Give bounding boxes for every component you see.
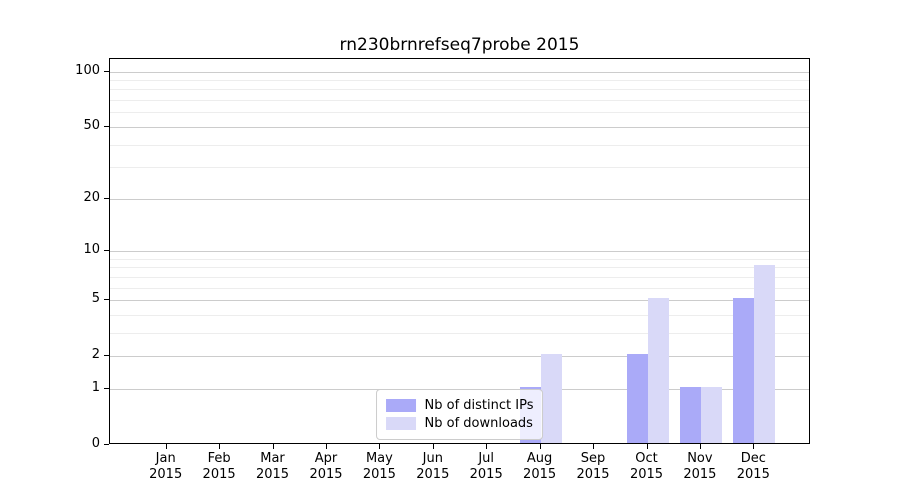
x-tick-label-line: 2015 bbox=[576, 467, 610, 482]
legend-label-downloads: Nb of downloads bbox=[424, 416, 533, 431]
y-tick-mark bbox=[104, 70, 109, 72]
gridline-minor bbox=[110, 314, 809, 316]
gridline-major bbox=[110, 300, 809, 301]
gridline-minor bbox=[110, 80, 809, 81]
x-tick-mark bbox=[219, 444, 221, 449]
legend-entry-distinct-ips: Nb of distinct IPs bbox=[385, 398, 534, 413]
gridline-major bbox=[110, 71, 809, 73]
bar-downloads bbox=[754, 265, 776, 443]
x-tick-label-line: 2015 bbox=[683, 467, 717, 482]
bar-distinct-ips bbox=[626, 354, 648, 443]
x-tick-label-line: Jan bbox=[155, 451, 176, 466]
x-tick-mark bbox=[593, 444, 594, 449]
y-tick-label: 1 bbox=[91, 379, 100, 395]
x-tick-mark bbox=[379, 444, 381, 449]
y-tick-mark bbox=[104, 197, 109, 199]
x-tick-label-line: 2015 bbox=[523, 467, 557, 482]
x-tick-label: Apr 2015 bbox=[296, 451, 356, 483]
x-tick-label-line: Oct bbox=[635, 451, 658, 466]
legend-swatch-downloads bbox=[385, 417, 416, 430]
x-tick-label-line: 2015 bbox=[416, 467, 450, 482]
y-tick-mark bbox=[104, 250, 109, 251]
gridline-minor bbox=[110, 258, 809, 260]
x-tick-label-line: Aug bbox=[526, 451, 553, 466]
gridline-minor bbox=[110, 287, 809, 289]
x-tick-label-line: Nov bbox=[687, 451, 713, 466]
x-tick-label-line: Feb bbox=[207, 451, 231, 466]
gridline-minor bbox=[110, 112, 809, 114]
legend: Nb of distinct IPs Nb of downloads bbox=[375, 389, 544, 440]
x-tick-label: Dec 2015 bbox=[723, 451, 783, 483]
x-tick-mark bbox=[699, 444, 701, 449]
chart-title: rn230brnrefseq7probe 2015 bbox=[339, 35, 580, 55]
x-tick-label-line: 2015 bbox=[255, 467, 290, 482]
x-tick-mark bbox=[326, 444, 327, 449]
x-tick-label-line: Jul bbox=[478, 451, 495, 466]
y-tick-label: 0 bbox=[91, 436, 100, 451]
x-tick-label-line: 2015 bbox=[629, 467, 664, 482]
y-tick-label: 100 bbox=[75, 62, 100, 78]
x-tick-mark bbox=[753, 444, 755, 449]
x-tick-label-line: 2015 bbox=[736, 467, 770, 482]
bar-distinct-ips bbox=[679, 386, 701, 443]
x-tick-label: Nov 2015 bbox=[670, 451, 730, 483]
legend-entry-downloads: Nb of downloads bbox=[385, 416, 534, 431]
x-tick-label: May 2015 bbox=[349, 451, 409, 483]
x-tick-label-line: 2015 bbox=[469, 467, 503, 482]
gridline-major bbox=[110, 356, 809, 358]
x-tick-label-line: Jun bbox=[422, 451, 443, 466]
x-tick-label-line: Mar bbox=[260, 451, 285, 466]
x-tick-label-line: 2015 bbox=[202, 467, 236, 482]
x-tick-label-line: 2015 bbox=[309, 467, 343, 482]
x-tick-label: Sep 2015 bbox=[563, 451, 623, 483]
y-tick-mark bbox=[104, 444, 109, 445]
y-tick-mark bbox=[104, 355, 109, 357]
gridline-minor bbox=[110, 89, 809, 91]
x-tick-label: Feb 2015 bbox=[189, 451, 249, 483]
gridline-minor bbox=[110, 332, 809, 334]
x-tick-label: Mar 2015 bbox=[243, 451, 303, 483]
y-tick-mark bbox=[104, 387, 109, 389]
gridline-minor bbox=[110, 144, 809, 146]
x-tick-label-line: Dec bbox=[740, 451, 766, 466]
y-tick-label: 5 bbox=[91, 291, 100, 306]
x-tick-mark bbox=[272, 444, 274, 449]
y-tick-label: 10 bbox=[83, 242, 100, 257]
gridline-major bbox=[110, 198, 809, 200]
gridline-minor bbox=[110, 167, 809, 169]
x-tick-label: Jun 2015 bbox=[403, 451, 463, 483]
gridline-major bbox=[110, 126, 809, 128]
x-tick-label: Jan 2015 bbox=[136, 451, 196, 483]
legend-label-distinct-ips: Nb of distinct IPs bbox=[424, 398, 534, 413]
x-tick-label-line: May bbox=[365, 451, 393, 466]
x-tick-label: Oct 2015 bbox=[617, 451, 677, 483]
legend-swatch-distinct-ips bbox=[385, 399, 416, 412]
x-tick-mark bbox=[486, 444, 488, 449]
gridline-minor bbox=[110, 276, 809, 278]
x-tick-mark bbox=[539, 444, 541, 449]
gridline-major bbox=[110, 251, 809, 252]
gridline-minor bbox=[110, 100, 809, 102]
plot-area: Nb of distinct IPs Nb of downloads bbox=[109, 58, 810, 444]
bar-downloads bbox=[647, 298, 669, 443]
y-tick-label: 2 bbox=[91, 347, 100, 363]
bar-downloads bbox=[700, 386, 722, 443]
x-tick-label: Aug 2015 bbox=[510, 451, 570, 483]
x-tick-label: Jul 2015 bbox=[456, 451, 516, 483]
x-tick-mark bbox=[646, 444, 648, 449]
y-tick-mark bbox=[104, 125, 109, 127]
x-tick-label-line: Apr bbox=[314, 451, 338, 466]
bar-downloads bbox=[540, 354, 562, 443]
x-tick-mark bbox=[165, 444, 167, 449]
y-tick-label: 20 bbox=[83, 189, 100, 205]
x-tick-mark bbox=[432, 444, 434, 449]
x-tick-label-line: 2015 bbox=[362, 467, 396, 482]
x-tick-label-line: 2015 bbox=[149, 467, 183, 482]
bar-distinct-ips bbox=[733, 298, 755, 443]
y-tick-label: 50 bbox=[83, 117, 100, 133]
gridline-minor bbox=[110, 267, 809, 269]
y-tick-mark bbox=[104, 299, 109, 300]
x-tick-label-line: Sep bbox=[580, 451, 606, 466]
